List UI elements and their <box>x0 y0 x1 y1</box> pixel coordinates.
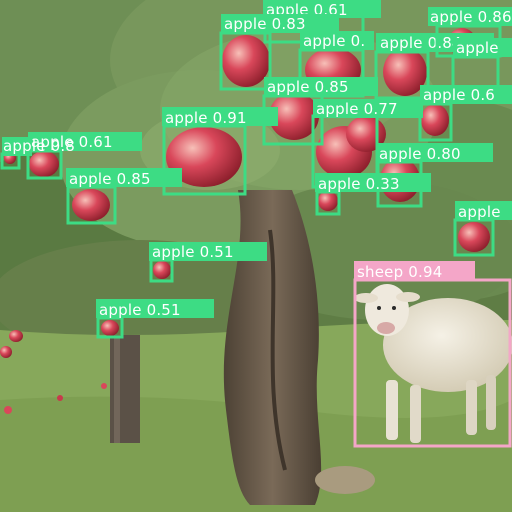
detection-label: apple 0.33 <box>318 175 400 193</box>
detection-label: apple 0.85 <box>69 170 151 188</box>
detection-apple-right-edge: apple <box>453 201 512 257</box>
detection-label: apple 0.77 <box>316 100 398 118</box>
detection-label: apple 0.51 <box>99 301 181 319</box>
detection-label: apple 0. <box>303 32 365 50</box>
detection-label: apple 0.8 <box>3 137 75 155</box>
detection-label: apple <box>458 203 501 221</box>
detection-apple-08-edge: apple 0.8 <box>0 137 75 170</box>
detection-label: apple 0.80 <box>379 145 461 163</box>
detection-apple-085-left: apple 0.85 <box>66 168 182 225</box>
detection-apple-033: apple 0.33 <box>315 173 431 216</box>
detection-label: sheep 0.94 <box>357 263 442 281</box>
detection-label: apple 0.51 <box>152 243 234 261</box>
detection-apple-051-low: apple 0.51 <box>96 299 214 339</box>
detection-label: apple 0.83 <box>224 15 306 33</box>
detection-apple-085-mid: apple 0.85 <box>262 77 378 146</box>
detection-apple-top-right: apple <box>451 38 512 89</box>
detection-label: apple 0.86 <box>430 8 512 26</box>
detection-label: apple <box>456 39 499 57</box>
detection-label: apple 0.85 <box>267 78 349 96</box>
detection-apple-091: apple 0.91 <box>162 107 278 196</box>
detection-apple-083: apple 0.83 <box>219 14 339 91</box>
detection-apple-06-right: apple 0.6 <box>418 85 512 142</box>
detection-sheep-094: sheep 0.94 <box>353 261 512 448</box>
detection-apple-051-mid: apple 0.51 <box>149 242 267 283</box>
detection-apple-0: apple 0. <box>298 31 374 98</box>
detection-label: apple 0.84 <box>380 34 462 52</box>
detection-apple-080: apple 0.80 <box>376 143 493 208</box>
detection-label: apple 0.91 <box>165 109 247 127</box>
detection-label: apple 0.6 <box>423 86 495 104</box>
detection-label: apple 0.61 <box>31 133 113 151</box>
detection-apple-061-left: apple 0.61 <box>26 132 142 180</box>
